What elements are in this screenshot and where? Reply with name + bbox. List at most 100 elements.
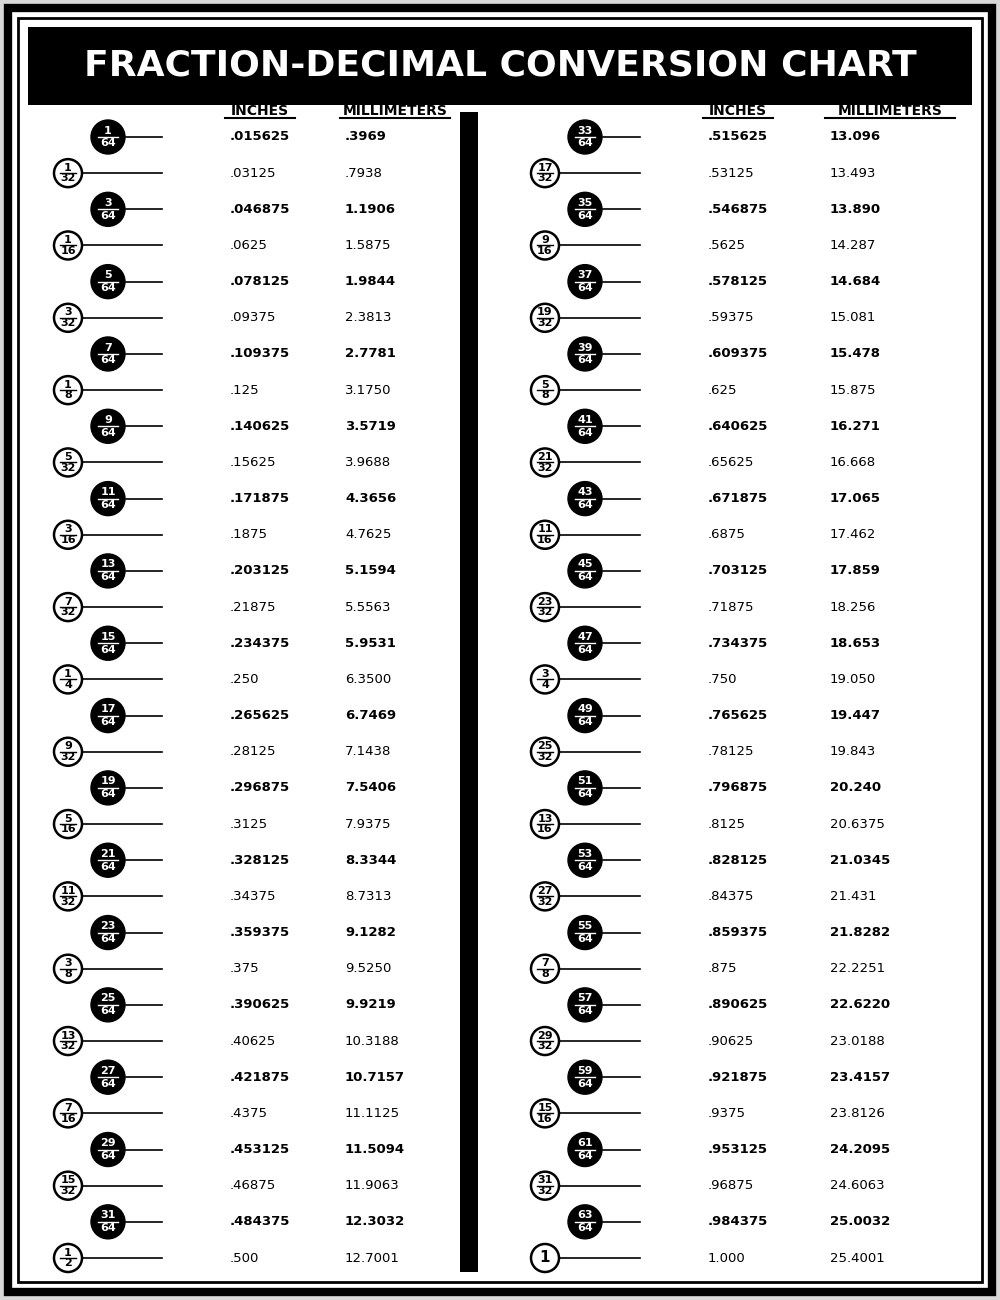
Text: 19: 19 [537, 308, 553, 317]
Text: 16: 16 [60, 824, 76, 835]
Text: .84375: .84375 [708, 891, 754, 904]
Text: .390625: .390625 [230, 998, 290, 1011]
Text: .03125: .03125 [230, 166, 276, 179]
Text: 7: 7 [64, 1102, 72, 1113]
Text: .265625: .265625 [230, 708, 290, 722]
Text: 64: 64 [577, 283, 593, 292]
Text: 12.3032: 12.3032 [345, 1216, 405, 1228]
Text: 5: 5 [64, 452, 72, 462]
Text: .328125: .328125 [230, 854, 290, 867]
Text: 7: 7 [64, 597, 72, 607]
Circle shape [568, 1132, 602, 1166]
Text: 32: 32 [60, 463, 76, 473]
Text: 8: 8 [64, 390, 72, 400]
Text: 8: 8 [541, 968, 549, 979]
Text: .953125: .953125 [708, 1143, 768, 1156]
Text: 32: 32 [537, 897, 553, 906]
Text: 14.684: 14.684 [830, 276, 881, 289]
Circle shape [531, 304, 559, 332]
Text: .859375: .859375 [708, 926, 768, 939]
Circle shape [91, 1205, 125, 1239]
Text: 64: 64 [577, 1150, 593, 1161]
Text: 64: 64 [100, 718, 116, 727]
Circle shape [568, 481, 602, 516]
Circle shape [91, 1061, 125, 1095]
Text: 49: 49 [577, 705, 593, 714]
Circle shape [54, 231, 82, 260]
Circle shape [568, 627, 602, 660]
Text: 20.6375: 20.6375 [830, 818, 885, 831]
Text: .984375: .984375 [708, 1216, 768, 1228]
Text: 23.4157: 23.4157 [830, 1071, 890, 1084]
Circle shape [568, 771, 602, 805]
Text: 3: 3 [64, 958, 72, 968]
Text: 17.462: 17.462 [830, 528, 876, 541]
Text: .890625: .890625 [708, 998, 768, 1011]
Text: 16: 16 [60, 1114, 76, 1123]
Circle shape [568, 192, 602, 226]
Text: 6.3500: 6.3500 [345, 673, 391, 686]
Circle shape [531, 448, 559, 477]
Text: 17.065: 17.065 [830, 493, 881, 506]
Text: 16.271: 16.271 [830, 420, 881, 433]
Circle shape [531, 954, 559, 983]
Text: 32: 32 [537, 318, 553, 328]
Text: 11.9063: 11.9063 [345, 1179, 400, 1192]
Text: 11: 11 [537, 524, 553, 534]
Text: 32: 32 [60, 897, 76, 906]
Text: 7: 7 [541, 958, 549, 968]
Text: 57: 57 [577, 993, 593, 1004]
Text: 1.000: 1.000 [708, 1252, 746, 1265]
Text: .59375: .59375 [708, 311, 755, 324]
Text: .421875: .421875 [230, 1071, 290, 1084]
Circle shape [54, 883, 82, 910]
Circle shape [54, 1100, 82, 1127]
Text: 64: 64 [577, 1079, 593, 1088]
Circle shape [54, 159, 82, 187]
Text: 1.5875: 1.5875 [345, 239, 392, 252]
Text: 32: 32 [60, 1186, 76, 1196]
Text: .640625: .640625 [708, 420, 768, 433]
Text: 64: 64 [577, 789, 593, 800]
Text: 61: 61 [577, 1138, 593, 1148]
Text: 27: 27 [100, 1066, 116, 1075]
Text: 17: 17 [537, 162, 553, 173]
Text: 43: 43 [577, 488, 593, 497]
Text: 1: 1 [64, 235, 72, 246]
Text: 23.0188: 23.0188 [830, 1035, 885, 1048]
Text: 32: 32 [537, 753, 553, 762]
Text: .921875: .921875 [708, 1071, 768, 1084]
Text: 17.859: 17.859 [830, 564, 881, 577]
Text: 64: 64 [577, 718, 593, 727]
Text: 9: 9 [104, 415, 112, 425]
Circle shape [531, 1100, 559, 1127]
Text: .28125: .28125 [230, 745, 276, 758]
Text: 9: 9 [64, 741, 72, 751]
Text: .125: .125 [230, 384, 260, 396]
Text: 15: 15 [100, 632, 116, 642]
Text: 13: 13 [100, 559, 116, 569]
Circle shape [91, 192, 125, 226]
Circle shape [54, 304, 82, 332]
Text: 15: 15 [60, 1175, 76, 1186]
Text: 15.478: 15.478 [830, 347, 881, 360]
Text: 63: 63 [577, 1210, 593, 1221]
Text: .46875: .46875 [230, 1179, 276, 1192]
Text: 24.6063: 24.6063 [830, 1179, 885, 1192]
Circle shape [568, 337, 602, 370]
Text: 21.8282: 21.8282 [830, 926, 890, 939]
Text: 59: 59 [577, 1066, 593, 1075]
Text: 25: 25 [537, 741, 553, 751]
Circle shape [91, 844, 125, 878]
Text: .15625: .15625 [230, 456, 276, 469]
Text: 3: 3 [64, 308, 72, 317]
Circle shape [531, 376, 559, 404]
Circle shape [568, 265, 602, 299]
Text: .796875: .796875 [708, 781, 768, 794]
Text: 13.096: 13.096 [830, 130, 881, 143]
Text: .250: .250 [230, 673, 260, 686]
Text: 64: 64 [100, 355, 116, 365]
Text: 29: 29 [100, 1138, 116, 1148]
Text: .34375: .34375 [230, 891, 276, 904]
Text: .40625: .40625 [230, 1035, 276, 1048]
